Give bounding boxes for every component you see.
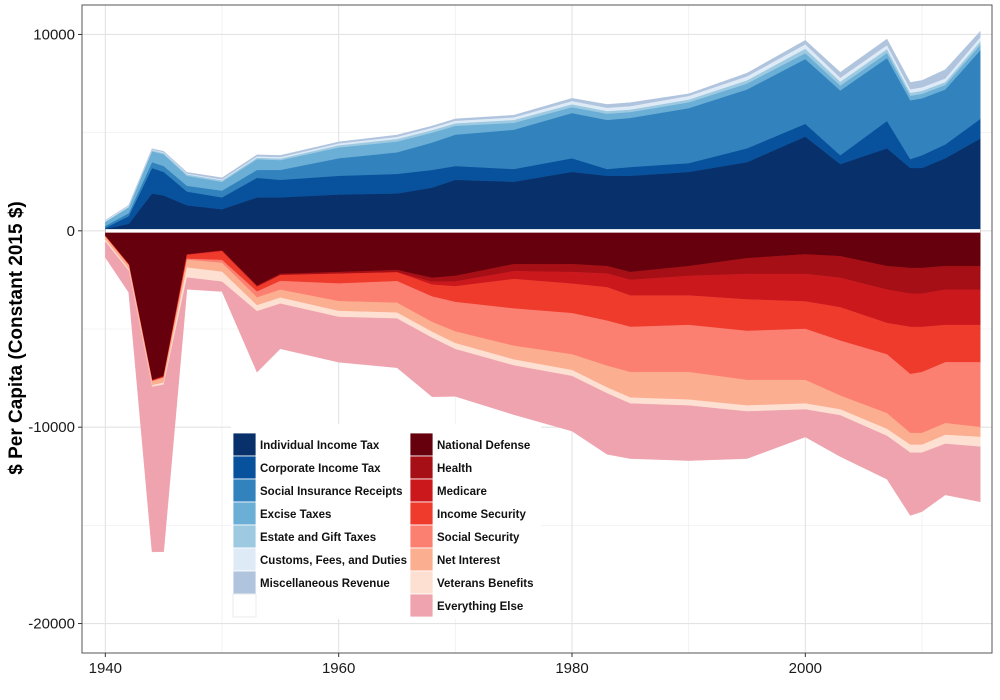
x-tick-label: 2000 — [789, 660, 822, 677]
revenue-legend-label: Social Insurance Receipts — [260, 486, 403, 498]
revenue-legend-key — [232, 593, 257, 618]
spending-legend-label: Veterans Benefits — [437, 578, 534, 590]
panel-border — [81, 4, 993, 654]
revenue-area-miscellaneous-revenue — [105, 30, 981, 221]
y-tick-label: 0 — [67, 223, 75, 240]
revenue-legend-key — [232, 524, 257, 549]
spending-legend-label: Health — [437, 463, 472, 475]
y-tick-label: -20000 — [28, 616, 75, 633]
revenue-legend-label: Miscellaneous Revenue — [260, 578, 390, 590]
spending-legend-key — [409, 478, 434, 503]
legend-empty-key-frame — [232, 593, 257, 618]
x-tick-label: 1940 — [89, 660, 122, 677]
spending-legend-key — [409, 524, 434, 549]
spending-legend-label: Net Interest — [437, 555, 500, 567]
spending-legend-key — [409, 570, 434, 595]
revenue-legend-key — [232, 547, 257, 572]
spending-legend-label: Social Security — [437, 532, 520, 544]
revenue-legend-label: Customs, Fees, and Duties — [260, 555, 407, 567]
revenue-legend-key — [232, 570, 257, 595]
y-tick-label: -10000 — [28, 419, 75, 436]
revenue-legend-label: Estate and Gift Taxes — [260, 532, 376, 544]
spending-legend-key — [409, 593, 434, 618]
revenue-legend-key — [232, 432, 257, 457]
spending-legend-label: Medicare — [437, 486, 487, 498]
spending-legend-key — [409, 432, 434, 457]
x-tick-label: 1980 — [555, 660, 588, 677]
spending-legend-key — [409, 501, 434, 526]
spending-legend-label: Everything Else — [437, 601, 523, 613]
revenue-legend-key — [232, 455, 257, 480]
y-axis-title: $ Per Capita (Constant 2015 $) — [6, 201, 27, 474]
spending-legend-key — [409, 455, 434, 480]
plot-areas — [105, 30, 981, 553]
spending-legend-label: National Defense — [437, 440, 530, 452]
spending-legend-label: Income Security — [437, 509, 526, 521]
revenue-legend-label: Corporate Income Tax — [260, 463, 381, 475]
revenue-legend-label: Individual Income Tax — [260, 440, 380, 452]
revenue-legend-label: Excise Taxes — [260, 509, 331, 521]
legend-background — [231, 424, 541, 619]
revenue-legend-key — [232, 501, 257, 526]
spending-area-everything-else — [105, 241, 981, 553]
y-tick-label: 10000 — [33, 26, 75, 43]
legend: Individual Income Tax Corporate Income Ta… — [231, 424, 541, 619]
spending-legend-key — [409, 547, 434, 572]
axes: 1940 1960 1980 2000 10000 0 -10000 -20000 — [28, 26, 822, 677]
revenue-legend-key — [232, 478, 257, 503]
x-tick-label: 1960 — [322, 660, 355, 677]
